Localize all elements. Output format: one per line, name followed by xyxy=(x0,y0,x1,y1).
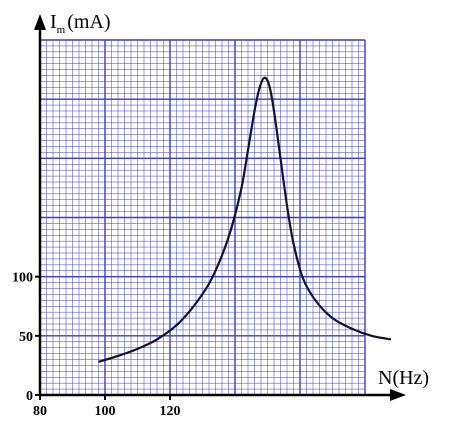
y-tick-label: 0 xyxy=(26,389,33,404)
y-axis-title: Im (mA) xyxy=(50,11,111,36)
y-tick-label: 100 xyxy=(12,271,33,286)
y-axis-arrow xyxy=(34,14,46,30)
x-axis-arrow xyxy=(390,389,406,401)
ticks: 80 100 120 0 50 100 xyxy=(12,271,181,419)
y-axis-unit: (mA) xyxy=(67,11,110,33)
y-axis-subscript: m xyxy=(57,24,66,36)
x-tick-label: 120 xyxy=(160,404,181,419)
y-tick-label: 50 xyxy=(19,330,33,345)
axes xyxy=(34,14,406,401)
x-axis-title: N(Hz) xyxy=(378,367,429,389)
x-tick-label: 100 xyxy=(95,404,116,419)
grid xyxy=(39,39,366,396)
y-axis-symbol: I xyxy=(50,11,57,33)
series-curve xyxy=(98,76,392,363)
x-tick-label: 80 xyxy=(33,404,47,419)
